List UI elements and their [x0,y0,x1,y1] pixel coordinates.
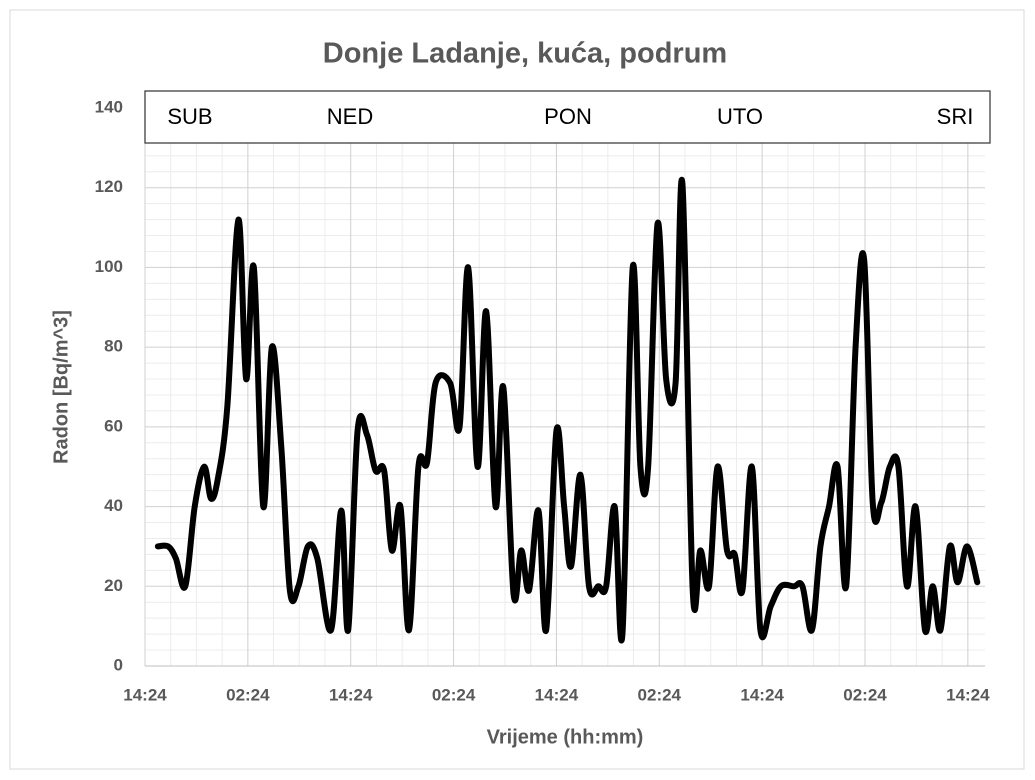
y-tick-label: 80 [104,337,123,356]
y-tick-label: 20 [104,576,123,595]
x-tick-label: 02:24 [638,685,682,704]
day-box [144,90,991,144]
data-line [154,176,981,644]
day-label: PON [544,104,592,129]
y-tick-label: 140 [95,97,123,116]
y-axis-label: Radon [Bq/m^3] [50,310,72,464]
y-tick-label: 100 [95,257,123,276]
x-tick-label: 14:24 [740,685,784,704]
x-tick-label: 02:24 [226,685,270,704]
y-tick-label: 120 [95,177,123,196]
y-tick-label: 60 [104,416,123,435]
day-label: UTO [717,104,763,129]
day-label: NED [327,104,373,129]
y-tick-label: 40 [104,496,123,515]
x-tick-label: 14:24 [329,685,373,704]
x-axis-label: Vrijeme (hh:mm) [487,726,644,748]
x-tick-label: 14:24 [535,685,579,704]
x-tick-label: 14:24 [123,685,167,704]
y-tick-label: 0 [114,655,123,674]
x-tick-label: 02:24 [432,685,476,704]
chart-title: Donje Ladanje, kuća, podrum [323,38,727,70]
day-label: SUB [167,104,212,129]
x-tick-label: 02:24 [843,685,887,704]
day-label: SRI [937,104,974,129]
x-tick-label: 14:24 [946,685,990,704]
